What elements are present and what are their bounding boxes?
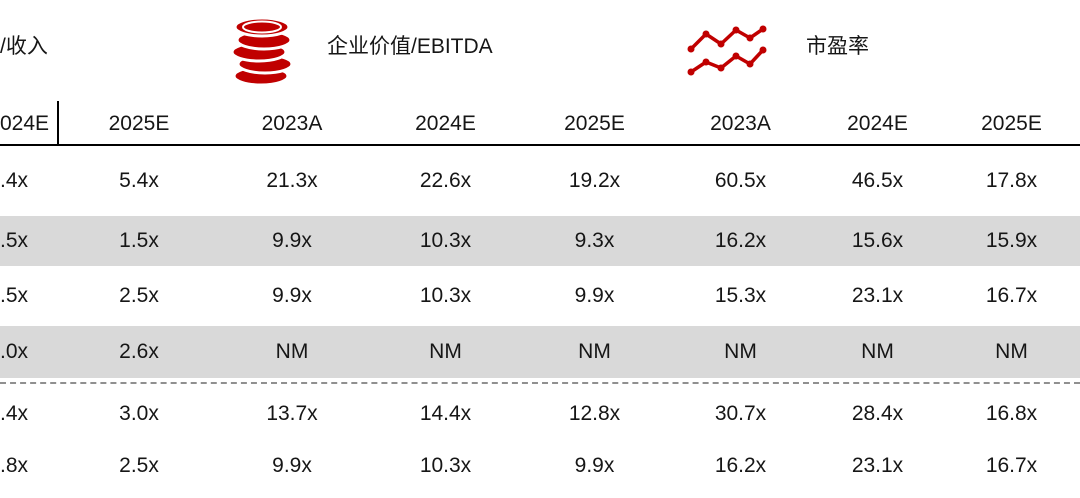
table-cell: 3.0x [119,402,159,425]
column-header: 2024E [415,111,476,135]
table-row: .8x 2.5x 9.9x 10.3x 9.9x 16.2x 23.1x 16.… [0,440,1080,492]
table-row: .4x 3.0x 13.7x 14.4x 12.8x 30.7x 28.4x 1… [0,388,1080,440]
metric-label-revenue: /收入 [0,35,48,58]
table-cell: 9.9x [272,229,312,252]
table-cell: 12.8x [568,402,621,425]
table-row: .5x 2.5x 9.9x 10.3x 9.9x 15.3x 23.1x 16.… [0,266,1080,326]
table-cell: 10.3x [419,284,472,307]
table-cell: 2.5x [119,454,159,477]
table-cell: 9.9x [574,454,615,477]
table-cell: 17.8x [985,169,1038,192]
line-chart-icon [686,24,768,80]
table-cell: 9.9x [272,454,312,477]
metric-label-pe: 市盈率 [806,35,869,58]
header-divider-line [57,101,59,146]
table-cell: 22.6x [419,169,472,192]
table-cell: .4x [0,402,29,425]
column-header: 2024E [847,111,908,135]
table-cell: 2.6x [119,340,159,363]
table-cell: NM [275,340,309,363]
column-header: 2025E [564,111,625,135]
table-cell: 16.8x [985,402,1038,425]
column-header: 2023A [261,111,323,135]
column-header: 2025E [981,111,1042,135]
table-cell: 9.9x [272,284,312,307]
table-cell: 60.5x [714,169,767,192]
table-cell: 28.4x [851,402,904,425]
table-cell: .5x [0,229,29,252]
table-cell: 23.1x [851,454,904,477]
table-cell: .5x [0,284,29,307]
table-row: .0x 2.6x NM NM NM NM NM NM [0,326,1080,378]
table-cell: 16.2x [714,454,767,477]
table-cell: 5.4x [119,169,159,192]
table-cell: 10.3x [419,454,472,477]
metric-label-ev-ebitda: 企业价值/EBITDA [327,35,493,58]
table-cell: 13.7x [266,402,318,425]
table-row: .4x 5.4x 21.3x 22.6x 19.2x 60.5x 46.5x 1… [0,146,1080,216]
table-cell: 15.9x [985,229,1038,252]
table-cell: 30.7x [714,402,767,425]
table-row: .5x 1.5x 9.9x 10.3x 9.3x 16.2x 15.6x 15.… [0,216,1080,266]
table-cell: 46.5x [851,169,904,192]
table-cell: 10.3x [419,229,472,252]
table-cell: .4x [0,169,29,192]
table-cell: .8x [0,454,29,477]
dashed-separator [0,382,1080,384]
coins-icon [226,12,298,90]
table-cell: NM [861,340,894,363]
table-cell: 14.4x [419,402,472,425]
table-cell: 16.7x [985,454,1038,477]
metrics-legend: /收入 企业价值/EBITDA [0,0,1080,103]
table-cell: 21.3x [266,169,318,192]
table-cell: 19.2x [568,169,621,192]
table-cell: NM [578,340,611,363]
table-cell: 16.7x [985,284,1038,307]
table-cell: 2.5x [119,284,159,307]
table-cell: 23.1x [851,284,904,307]
table-cell: 9.3x [574,229,615,252]
table-cell: .0x [0,340,29,363]
table-cell: 1.5x [119,229,159,252]
column-header: 2023A [710,111,771,135]
table-cell: NM [429,340,462,363]
table-cell: 9.9x [574,284,615,307]
table-cell: 15.6x [851,229,904,252]
column-header: 024E [0,111,50,135]
column-header: 2025E [108,111,170,135]
table-header-row: 024E 2025E 2023A 2024E 2025E 2023A 2024E… [0,103,1080,146]
table-cell: 16.2x [714,229,767,252]
table-cell: NM [724,340,757,363]
table-cell: 15.3x [714,284,767,307]
table-cell: NM [995,340,1028,363]
